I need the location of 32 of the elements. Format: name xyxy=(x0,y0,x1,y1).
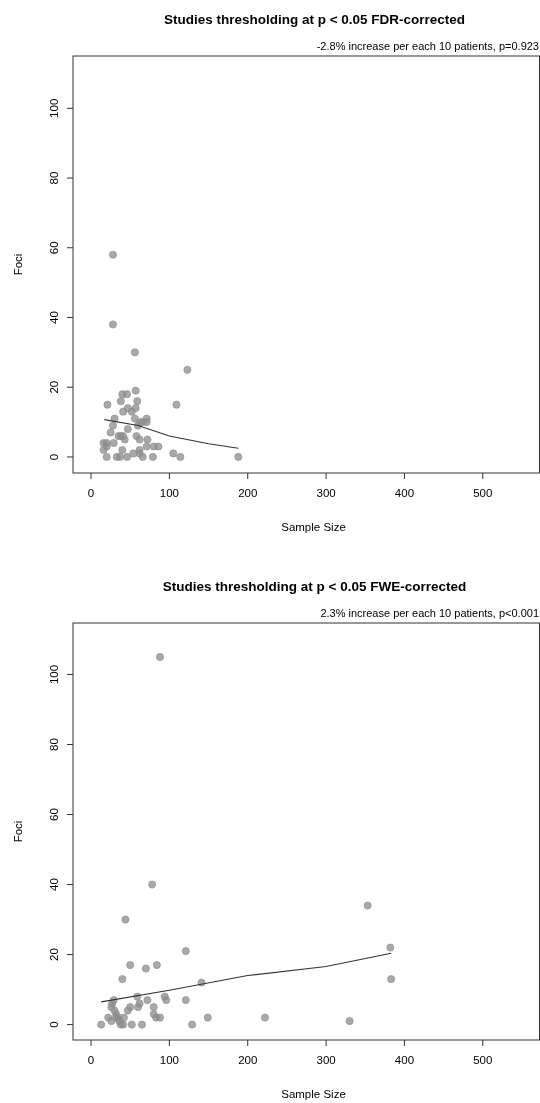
x-tick-label: 100 xyxy=(159,487,179,499)
y-axis-title: Foci xyxy=(12,820,24,843)
y-tick-label: 100 xyxy=(48,98,60,118)
y-tick-label: 40 xyxy=(48,878,60,891)
y-tick-label: 60 xyxy=(48,808,60,821)
y-tick-label: 0 xyxy=(48,1021,60,1028)
x-tick-label: 200 xyxy=(238,1054,258,1066)
x-tick-label: 400 xyxy=(394,487,415,499)
x-tick-label: 300 xyxy=(316,487,336,499)
chart-subtitle: -2.8% increase per each 10 patients, p=0.923 xyxy=(316,40,539,52)
chart-subtitle: 2.3% increase per each 10 patients, p<0.001 xyxy=(320,607,539,619)
y-tick-label: 20 xyxy=(48,380,60,394)
x-tick-label: 0 xyxy=(87,1054,95,1066)
y-tick-label: 20 xyxy=(48,948,60,961)
x-axis-title: Sample Size xyxy=(281,1088,346,1100)
y-tick-label: 40 xyxy=(48,311,60,324)
y-tick-label: 80 xyxy=(48,738,60,751)
x-tick-label: 100 xyxy=(159,1054,179,1066)
x-tick-label: 0 xyxy=(87,487,95,499)
chart-title: Studies thresholding at p < 0.05 FDR-corrected xyxy=(163,12,466,27)
chart-title: Studies thresholding at p < 0.05 FWE-corrected xyxy=(162,579,467,594)
y-tick-label: 60 xyxy=(48,241,60,255)
y-tick-label: 0 xyxy=(48,453,60,461)
x-tick-label: 200 xyxy=(238,487,258,499)
x-axis-title: Sample Size xyxy=(281,521,346,533)
y-tick-label: 80 xyxy=(48,171,60,185)
y-tick-label: 100 xyxy=(48,664,60,685)
y-axis-title: Foci xyxy=(12,253,24,276)
x-tick-label: 500 xyxy=(473,1054,493,1066)
x-tick-label: 400 xyxy=(394,1054,415,1066)
x-tick-label: 500 xyxy=(473,487,493,499)
x-tick-label: 300 xyxy=(316,1054,336,1066)
